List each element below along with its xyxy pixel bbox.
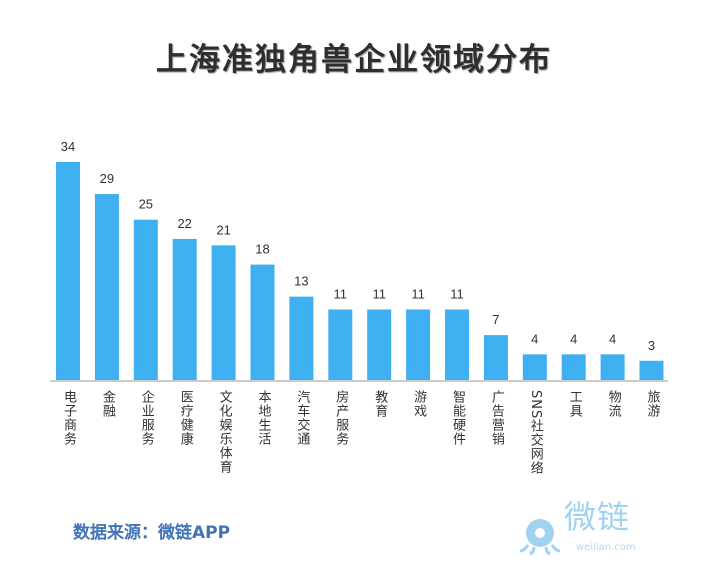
bar (289, 296, 314, 380)
data-label: 34 (61, 139, 75, 154)
x-tick-label: 物流 (605, 390, 621, 418)
bar (250, 264, 275, 380)
x-tick-label: 文化娱乐体育 (216, 390, 232, 474)
weilian-logo-icon (520, 519, 561, 555)
x-tick-label: 旅游 (644, 390, 660, 418)
logo-url: weilian.com (576, 542, 636, 553)
bar (522, 354, 547, 380)
data-label: 25 (139, 197, 153, 212)
x-tick-label: 电子商务 (61, 390, 76, 446)
bar (483, 335, 508, 380)
bar (406, 309, 431, 380)
data-label: 11 (411, 286, 425, 301)
bar (328, 309, 353, 380)
data-label: 4 (609, 331, 616, 346)
data-label: 4 (570, 331, 577, 346)
data-label: 21 (216, 222, 230, 237)
bar (639, 360, 664, 380)
data-label: 29 (100, 171, 114, 186)
x-tick-label: 企业服务 (138, 390, 154, 446)
logo-text: 微链 (564, 498, 631, 536)
bar (561, 354, 586, 380)
bar (172, 238, 197, 380)
data-label: 13 (294, 274, 308, 289)
data-label: 11 (372, 286, 386, 301)
x-tick-label: 汽车交通 (294, 390, 310, 446)
data-source: 数据来源：微链APP (73, 523, 231, 543)
bar (600, 354, 625, 380)
x-tick-label: SNS社交网络 (527, 390, 543, 476)
x-tick-label: 医疗健康 (177, 390, 193, 446)
bar (367, 309, 392, 380)
data-label: 18 (255, 242, 269, 257)
data-label: 4 (531, 331, 538, 346)
x-tick-label: 广告营销 (488, 390, 504, 446)
bar (133, 219, 158, 380)
data-label: 22 (177, 216, 191, 231)
x-tick-label: 金融 (99, 390, 115, 418)
bar (211, 245, 236, 380)
x-tick-label: 房产服务 (333, 390, 349, 446)
data-label: 3 (648, 338, 655, 353)
data-label: 11 (334, 286, 348, 301)
bar (94, 194, 119, 380)
x-tick-label: 教育 (372, 390, 388, 418)
x-tick-label: 游戏 (411, 390, 427, 418)
bar (445, 309, 469, 380)
chart-title: 上海准独角兽企业领域分布 (156, 42, 552, 78)
bar (56, 162, 80, 380)
x-tick-label: 工具 (566, 390, 582, 418)
x-tick-label: 本地生活 (255, 390, 271, 446)
data-label: 11 (450, 286, 464, 301)
x-tick-label: 智能硬件 (450, 390, 465, 446)
data-label: 7 (492, 312, 499, 327)
